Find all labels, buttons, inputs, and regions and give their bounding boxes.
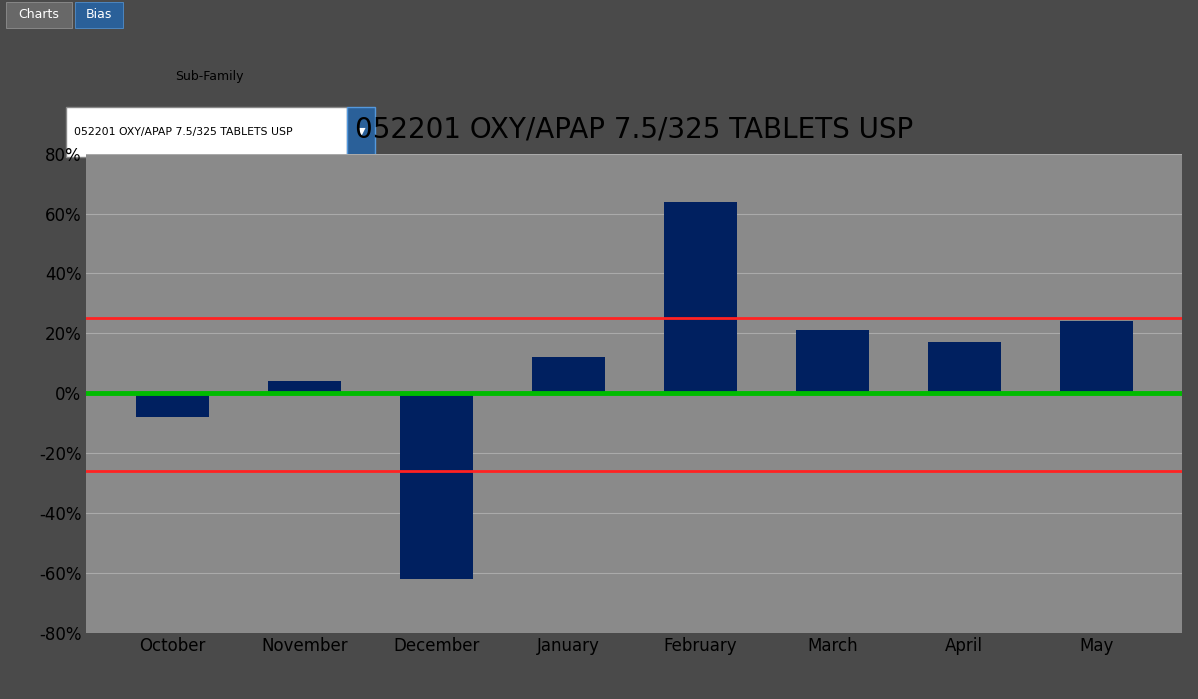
- FancyBboxPatch shape: [75, 2, 123, 28]
- Text: Bias: Bias: [86, 8, 113, 21]
- Bar: [1060, 322, 1132, 393]
- Text: 052201 OXY/APAP 7.5/325 TABLETS USP: 052201 OXY/APAP 7.5/325 TABLETS USP: [74, 127, 292, 137]
- Text: Charts: Charts: [18, 8, 60, 21]
- Text: Sub-Family: Sub-Family: [175, 71, 244, 83]
- FancyBboxPatch shape: [66, 107, 347, 157]
- Bar: [137, 393, 208, 417]
- FancyBboxPatch shape: [6, 2, 72, 28]
- Text: ▼: ▼: [357, 127, 365, 137]
- Bar: [400, 393, 473, 579]
- Bar: [928, 343, 1000, 393]
- Title: 052201 OXY/APAP 7.5/325 TABLETS USP: 052201 OXY/APAP 7.5/325 TABLETS USP: [356, 115, 913, 143]
- FancyBboxPatch shape: [347, 107, 375, 157]
- Bar: [532, 357, 605, 393]
- Bar: [664, 201, 737, 393]
- Bar: [268, 381, 340, 393]
- Bar: [795, 331, 869, 393]
